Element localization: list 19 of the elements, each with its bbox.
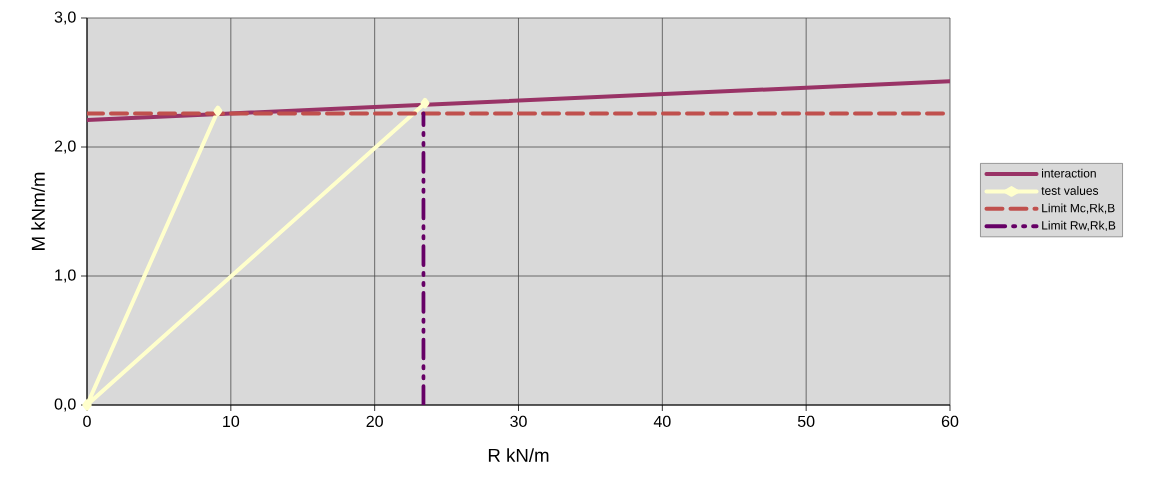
point bbox=[213, 105, 223, 117]
x-tick-label: 30 bbox=[510, 415, 527, 428]
x-tick-label: 40 bbox=[653, 415, 671, 428]
y-tick-label: 1,0 bbox=[55, 269, 76, 283]
y-axis-title: M kNm/m bbox=[31, 172, 45, 250]
legend-label: Limit Rw,Rk,B bbox=[1042, 220, 1116, 232]
x-tick-label: 0 bbox=[83, 415, 91, 428]
point bbox=[420, 97, 430, 109]
x-tick-label: 20 bbox=[366, 415, 383, 428]
legend-label: Limit Mc,Rk,B bbox=[1042, 203, 1115, 214]
x-tick-label: 60 bbox=[941, 415, 959, 428]
x-axis-title: R kN/m bbox=[488, 448, 549, 462]
x-tick-label: 10 bbox=[223, 415, 240, 428]
legend-label: interaction bbox=[1042, 168, 1096, 178]
legend-label: test values bbox=[1041, 186, 1099, 195]
x-tick-label: 50 bbox=[797, 415, 815, 428]
y-tick-label: 3,0 bbox=[54, 11, 76, 25]
y-tick-label: 0,0 bbox=[54, 398, 76, 412]
y-tick-label: 2,0 bbox=[54, 140, 76, 154]
